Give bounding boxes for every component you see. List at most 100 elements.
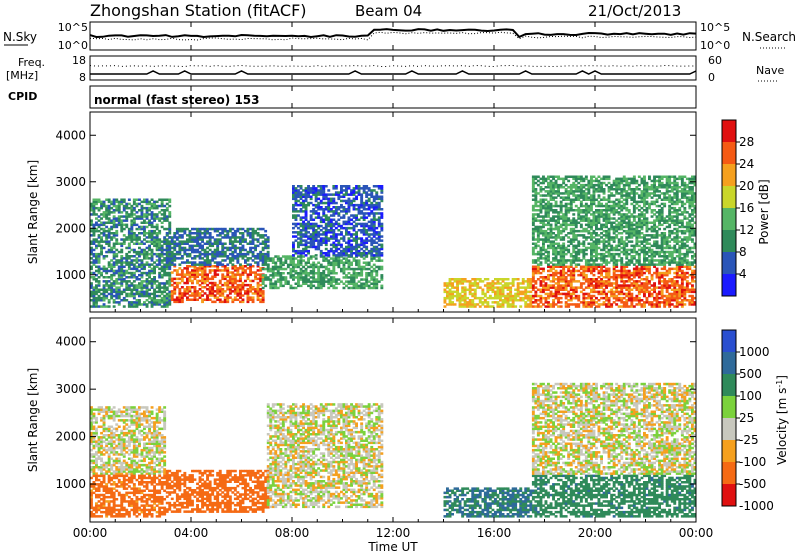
echo-cell [603, 266, 606, 269]
echo-cell [375, 242, 378, 245]
echo-cell [630, 278, 633, 281]
echo-cell [560, 301, 563, 304]
echo-cell [380, 223, 383, 226]
nave-label: Nave [756, 64, 784, 77]
echo-cell [557, 184, 560, 187]
echo-cell [656, 268, 659, 271]
echo-cell [565, 247, 568, 250]
echo-cell [481, 297, 484, 300]
echo-cell [534, 176, 537, 179]
echo-cell [138, 236, 141, 239]
echo-cell [173, 253, 176, 256]
echo-cell [181, 269, 184, 272]
echo-cell [201, 245, 204, 248]
echo-cell [358, 272, 361, 275]
echo-cell [247, 243, 250, 246]
echo-cell [206, 288, 209, 291]
echo-cell [236, 247, 239, 250]
echo-cell [547, 270, 550, 273]
echo-cell [540, 194, 543, 197]
echo-cell [138, 270, 141, 273]
echo-cell [315, 216, 318, 219]
echo-cell [676, 289, 679, 292]
echo-cell [254, 245, 257, 248]
echo-cell [345, 274, 348, 277]
echo-cell [110, 259, 113, 262]
echo-cell [136, 228, 139, 231]
echo-cell [151, 263, 154, 266]
echo-cell [633, 305, 636, 308]
echo-cell [545, 194, 548, 197]
echo-cell [295, 264, 298, 267]
echo-cell [580, 176, 583, 179]
nave-tick-bottom: 0 [708, 71, 715, 84]
echo-cell [219, 232, 222, 235]
echo-cell [555, 282, 558, 285]
echo-cell [375, 259, 378, 262]
echo-cell [287, 255, 290, 257]
echo-cell [545, 249, 548, 252]
echo-cell [242, 294, 245, 297]
echo-cell [279, 272, 282, 275]
echo-cell [681, 299, 684, 302]
echo-cell [148, 219, 151, 222]
echo-cell [214, 265, 217, 268]
echo-cell [138, 203, 141, 206]
echo-cell [259, 284, 262, 287]
echo-cell [534, 213, 537, 216]
echo-cell [325, 223, 328, 226]
echo-cell [302, 216, 305, 219]
echo-cell [322, 227, 325, 230]
echo-cell [262, 228, 265, 231]
echo-cell [249, 257, 252, 260]
echo-cell [332, 193, 335, 196]
echo-cell [163, 209, 166, 212]
echo-cell [613, 301, 616, 304]
echo-cell [565, 272, 568, 275]
echo-cell [464, 286, 467, 289]
echo-cell [158, 238, 161, 241]
echo-cell [580, 215, 583, 218]
echo-cell [100, 222, 103, 225]
echo-cell [363, 223, 366, 226]
echo-cell [148, 201, 151, 204]
echo-cell [350, 223, 353, 226]
echo-cell [375, 278, 378, 281]
echo-cell [368, 250, 371, 253]
echo-cell [567, 259, 570, 262]
echo-cell [297, 223, 300, 226]
echo-cell [686, 276, 689, 279]
echo-cell [330, 244, 333, 247]
echo-cell [292, 231, 295, 234]
echo-cell [108, 299, 111, 302]
echo-cell [292, 185, 295, 188]
echo-cell [161, 240, 164, 243]
echo-cell [545, 186, 548, 189]
echo-cell [161, 282, 164, 285]
echo-cell [567, 186, 570, 189]
echo-cell [189, 261, 192, 264]
echo-cell [100, 213, 103, 216]
echo-cell [136, 234, 139, 237]
echo-cell [512, 278, 515, 281]
echo-cell [302, 244, 305, 247]
echo-cell [337, 191, 340, 194]
echo-cell [161, 222, 164, 225]
echo-cell [337, 223, 340, 226]
echo-cell [181, 292, 184, 295]
echo-cell [330, 219, 333, 222]
echo-cell [353, 198, 356, 201]
echo-cell [214, 269, 217, 272]
echo-cell [365, 237, 368, 240]
echo-cell [547, 274, 550, 277]
echo-cell [194, 228, 197, 231]
echo-cell [497, 286, 500, 289]
echo-cell [307, 202, 310, 205]
echo-cell [161, 274, 164, 277]
echo-cell [375, 212, 378, 215]
echo-cell [547, 182, 550, 185]
echo-cell [560, 305, 563, 308]
echo-cell [166, 286, 169, 289]
echo-cell [668, 278, 671, 281]
echo-cell [113, 261, 116, 264]
